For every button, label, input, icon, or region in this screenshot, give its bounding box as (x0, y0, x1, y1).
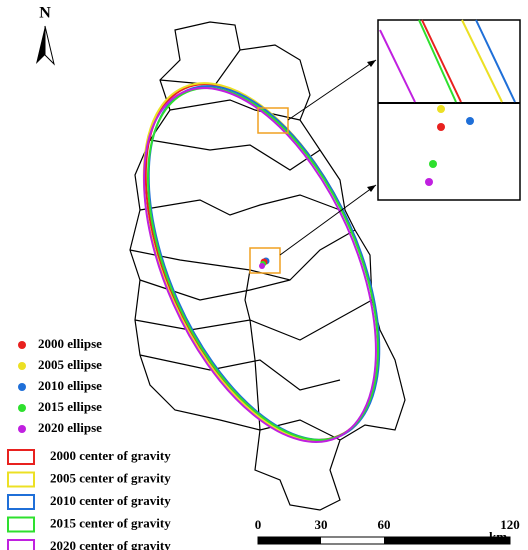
north-arrow: N (36, 5, 55, 66)
legend-label: 2000 ellipse (38, 336, 102, 351)
scale-unit: km (489, 529, 507, 544)
legend-dot (18, 383, 26, 391)
legend-label: 2000 center of gravity (50, 448, 171, 463)
legend-label: 2010 center of gravity (50, 493, 171, 508)
ellipses (142, 82, 381, 443)
legend-box (7, 449, 35, 465)
north-label: N (39, 5, 51, 22)
legend-label: 2010 ellipse (38, 378, 102, 393)
scale-label: 30 (315, 517, 328, 532)
legend-label: 2020 center of gravity (50, 538, 171, 550)
legend-box (7, 539, 35, 550)
legend-label: 2005 ellipse (38, 357, 102, 372)
legend-label: 2005 center of gravity (50, 470, 171, 485)
legend-label: 2015 center of gravity (50, 515, 171, 530)
province-outline (129, 21, 406, 511)
legend: 2000 ellipse 2005 ellipse 2010 ellipse 2015… (7, 336, 171, 550)
scale-segment (384, 537, 510, 544)
legend-box (7, 516, 35, 533)
legend-label: 2020 ellipse (38, 420, 102, 435)
scale-label: 120 (500, 517, 520, 532)
scale-label: 60 (378, 517, 391, 532)
legend-box (7, 471, 35, 488)
legend-dot (18, 425, 26, 433)
scale-label: 0 (255, 517, 262, 532)
legend-box (7, 494, 35, 510)
legend-dot (18, 341, 26, 349)
legend-dot (18, 362, 26, 370)
scale-segment (258, 537, 321, 544)
legend-dot (18, 404, 26, 412)
legend-label: 2015 ellipse (38, 399, 102, 414)
